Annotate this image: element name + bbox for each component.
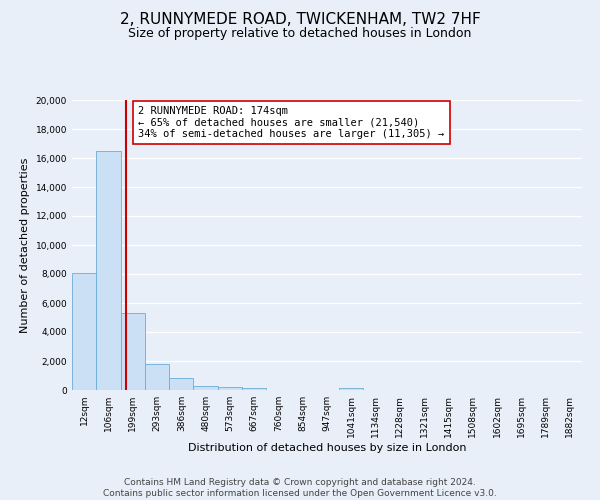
- Bar: [218, 387, 242, 390]
- Bar: [169, 378, 193, 390]
- Text: Size of property relative to detached houses in London: Size of property relative to detached ho…: [128, 28, 472, 40]
- Bar: [145, 364, 169, 390]
- Bar: [339, 388, 364, 390]
- Bar: [242, 388, 266, 390]
- Bar: [121, 313, 145, 390]
- Text: 2, RUNNYMEDE ROAD, TWICKENHAM, TW2 7HF: 2, RUNNYMEDE ROAD, TWICKENHAM, TW2 7HF: [119, 12, 481, 28]
- Bar: [96, 151, 121, 390]
- Y-axis label: Number of detached properties: Number of detached properties: [20, 158, 30, 332]
- Bar: [193, 386, 218, 390]
- Bar: [72, 272, 96, 390]
- Text: Contains HM Land Registry data © Crown copyright and database right 2024.
Contai: Contains HM Land Registry data © Crown c…: [103, 478, 497, 498]
- Text: 2 RUNNYMEDE ROAD: 174sqm
← 65% of detached houses are smaller (21,540)
34% of se: 2 RUNNYMEDE ROAD: 174sqm ← 65% of detach…: [139, 106, 445, 139]
- X-axis label: Distribution of detached houses by size in London: Distribution of detached houses by size …: [188, 442, 466, 452]
